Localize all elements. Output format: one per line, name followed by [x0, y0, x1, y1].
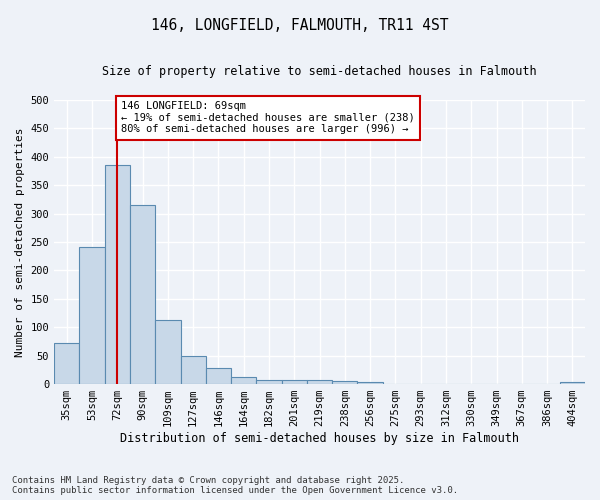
Bar: [231, 376, 256, 384]
Bar: [332, 380, 358, 384]
Text: 146 LONGFIELD: 69sqm
← 19% of semi-detached houses are smaller (238)
80% of semi: 146 LONGFIELD: 69sqm ← 19% of semi-detac…: [121, 101, 415, 134]
Text: Contains HM Land Registry data © Crown copyright and database right 2025.
Contai: Contains HM Land Registry data © Crown c…: [12, 476, 458, 495]
Title: Size of property relative to semi-detached houses in Falmouth: Size of property relative to semi-detach…: [102, 65, 537, 78]
X-axis label: Distribution of semi-detached houses by size in Falmouth: Distribution of semi-detached houses by …: [120, 432, 519, 445]
Bar: [256, 380, 281, 384]
Y-axis label: Number of semi-detached properties: Number of semi-detached properties: [15, 128, 25, 357]
Text: 146, LONGFIELD, FALMOUTH, TR11 4ST: 146, LONGFIELD, FALMOUTH, TR11 4ST: [151, 18, 449, 32]
Bar: [155, 320, 181, 384]
Bar: [54, 343, 79, 384]
Bar: [560, 382, 585, 384]
Bar: [79, 246, 105, 384]
Bar: [105, 166, 130, 384]
Bar: [181, 356, 206, 384]
Bar: [307, 380, 332, 384]
Bar: [130, 205, 155, 384]
Bar: [281, 380, 307, 384]
Bar: [206, 368, 231, 384]
Bar: [358, 382, 383, 384]
